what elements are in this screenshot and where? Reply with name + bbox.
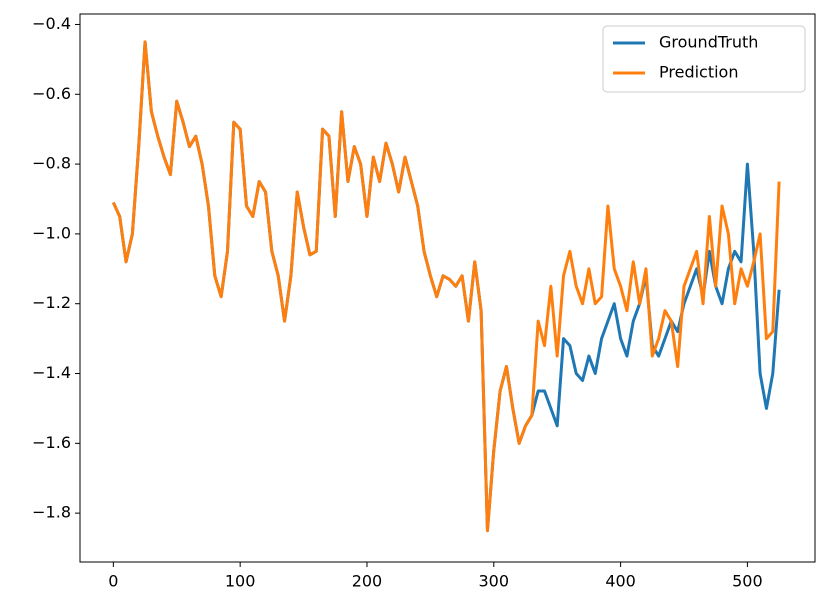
y-tick-label: −1.0 <box>32 223 71 242</box>
y-tick-label: −0.6 <box>32 84 71 103</box>
y-tick-label: −0.8 <box>32 154 71 173</box>
x-tick-label: 100 <box>225 572 256 591</box>
legend <box>602 25 806 93</box>
legend-label: GroundTruth <box>659 33 758 52</box>
x-tick-label: 500 <box>732 572 763 591</box>
y-tick-label: −1.4 <box>32 363 71 382</box>
y-tick-label: −1.2 <box>32 293 71 312</box>
legend-label: Prediction <box>659 63 738 82</box>
line <box>111 40 781 533</box>
x-tick-label: 300 <box>479 572 510 591</box>
x-tick-label: 0 <box>108 572 118 591</box>
x-tick-label: 400 <box>605 572 636 591</box>
line <box>111 40 781 533</box>
plot-frame <box>79 13 816 563</box>
y-tick-label: −0.4 <box>32 14 71 33</box>
y-tick-label: −1.6 <box>32 433 71 452</box>
y-tick-label: −1.8 <box>32 503 71 522</box>
x-tick-label: 200 <box>352 572 383 591</box>
